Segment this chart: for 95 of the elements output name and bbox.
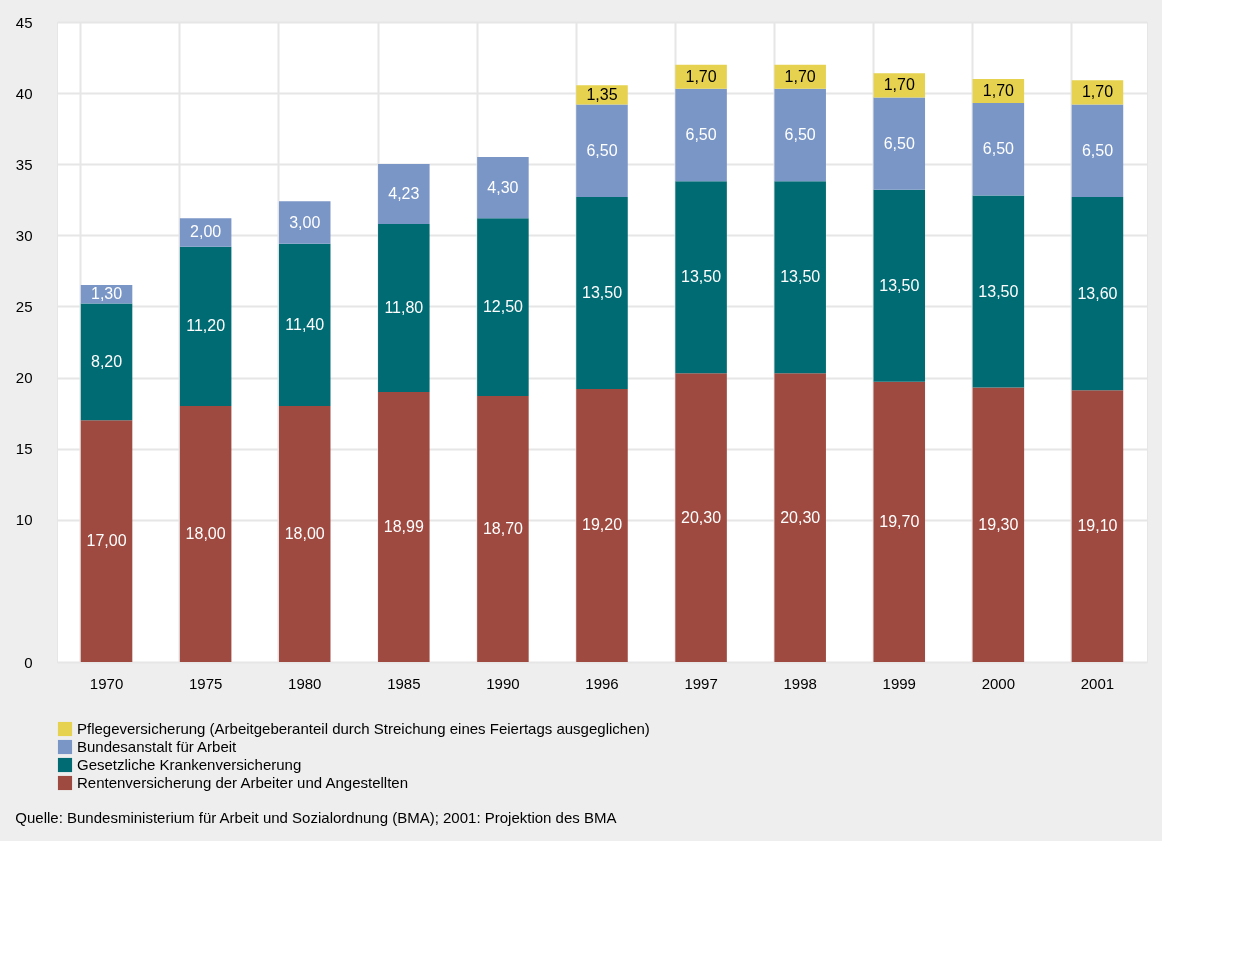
bar: [378, 391, 430, 662]
data-label: 1,70: [784, 67, 816, 85]
data-label: 13,50: [780, 268, 821, 286]
x-tick-label: 1999: [882, 674, 916, 692]
bar: [576, 104, 628, 197]
bar: [576, 388, 628, 662]
data-label: 19,20: [581, 516, 623, 534]
source-note: Quelle: Bundesministerium für Arbeit und Sozialordnung (BMA); 2001: Projektion des BMA: [15, 809, 617, 826]
bar: [278, 243, 331, 406]
legend-label: Bundesanstalt für Arbeit: [77, 738, 238, 755]
x-tick-label: 1980: [288, 674, 322, 692]
bar: [675, 88, 727, 182]
y-tick-label: 45: [15, 13, 33, 31]
data-label: 11,40: [285, 315, 325, 333]
bar: [477, 157, 529, 219]
bar: [1071, 104, 1124, 197]
x-tick-label: 1998: [783, 674, 817, 692]
bar: [80, 420, 133, 662]
x-tick-label: 2001: [1080, 674, 1115, 692]
bar: [179, 246, 232, 406]
bar: [774, 88, 826, 182]
bar: [1071, 390, 1124, 662]
data-label: 13,50: [681, 268, 722, 286]
bar: [873, 189, 926, 382]
bar: [675, 181, 727, 374]
y-tick-label: 35: [15, 155, 33, 173]
data-label: 18,00: [185, 525, 226, 542]
data-label: 19,70: [879, 512, 920, 530]
x-tick-label: 1996: [585, 674, 619, 692]
legend-label: Pflegeversicherung (Arbeitgeberanteil durch Streichung eines Feiertags ausgeglichen): [77, 720, 650, 737]
data-label: 1,70: [982, 81, 1015, 99]
bar: [972, 103, 1025, 196]
bar: [477, 218, 529, 397]
legend-label: Rentenversicherung der Arbeiter und Angestellten: [77, 774, 409, 791]
bar: [477, 396, 529, 662]
y-tick-label: 10: [15, 511, 33, 529]
data-label: 18,99: [383, 517, 424, 535]
bar: [278, 201, 331, 244]
x-tick-label: 1985: [387, 674, 421, 692]
x-tick-label: 2000: [981, 674, 1016, 692]
bar: [873, 381, 926, 662]
data-label: 1,70: [1081, 83, 1114, 101]
data-label: 6,50: [883, 134, 915, 152]
bar: [179, 406, 232, 662]
bar: [972, 387, 1025, 662]
bar: [80, 303, 133, 421]
bar: [972, 195, 1025, 388]
x-tick-label: 1990: [486, 674, 520, 692]
bar: [378, 224, 430, 392]
data-label: 4,30: [487, 178, 519, 196]
data-label: 11,80: [384, 299, 424, 317]
y-tick-label: 20: [15, 369, 33, 387]
data-label: 6,50: [685, 126, 717, 144]
data-label: 12,50: [482, 298, 524, 316]
data-label: 18,00: [284, 525, 325, 542]
y-tick-label: 25: [15, 297, 33, 315]
legend-label: Gesetzliche Krankenversicherung: [77, 756, 302, 773]
bar: [1071, 196, 1124, 391]
data-label: 8,20: [90, 352, 123, 370]
data-label: 19,30: [978, 515, 1019, 533]
bar: [774, 181, 826, 374]
x-tick-label: 1997: [684, 674, 718, 692]
data-label: 18,70: [482, 520, 524, 538]
bar: [873, 97, 926, 190]
bar: [278, 406, 331, 662]
y-tick-label: 30: [15, 226, 33, 244]
data-label: 1,35: [586, 85, 618, 103]
data-label: 17,00: [86, 532, 127, 550]
bar: [774, 373, 826, 662]
y-tick-label: 0: [24, 653, 33, 671]
y-tick-label: 15: [15, 440, 33, 458]
data-label: 13,50: [879, 276, 920, 294]
data-label: 1,30: [90, 285, 123, 303]
bar: [378, 163, 430, 225]
data-label: 6,50: [784, 126, 816, 144]
y-tick-label: 40: [15, 84, 33, 102]
data-label: 6,50: [982, 140, 1015, 158]
bar: [675, 373, 727, 662]
x-tick-label: 1970: [89, 674, 124, 692]
data-label: 3,00: [289, 213, 321, 231]
bar: [576, 196, 628, 389]
data-label: 2,00: [190, 223, 222, 241]
data-label: 1,70: [883, 76, 915, 94]
data-label: 20,30: [780, 508, 821, 526]
data-label: 19,10: [1077, 517, 1118, 535]
data-label: 6,50: [586, 141, 618, 159]
data-label: 13,50: [978, 282, 1019, 300]
data-label: 13,60: [1077, 284, 1118, 302]
x-tick-label: 1975: [188, 674, 223, 692]
data-label: 6,50: [1081, 141, 1114, 159]
data-label: 4,23: [388, 185, 420, 203]
data-label: 13,50: [581, 283, 623, 301]
data-label: 11,20: [186, 317, 226, 335]
data-label: 20,30: [681, 508, 722, 526]
data-label: 1,70: [685, 67, 717, 85]
